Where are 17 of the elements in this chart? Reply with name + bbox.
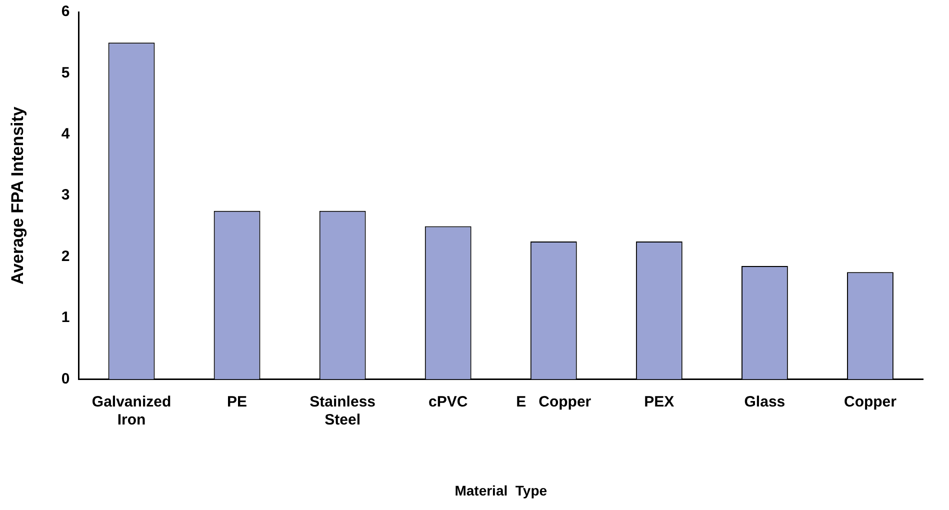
x-tick-label: cPVC [428, 393, 468, 410]
y-tick-label: 1 [61, 309, 70, 326]
y-tick-label: 4 [61, 126, 70, 143]
y-tick-label: 2 [61, 248, 70, 265]
x-axis-title: Material Type [454, 482, 548, 498]
y-tick-label: 5 [61, 64, 70, 82]
x-tick-label: E Copper [516, 393, 592, 410]
y-tick-label: 6 [61, 3, 70, 20]
x-tick-label: Glass [744, 393, 786, 410]
x-tick-label: PE [227, 393, 248, 410]
x-tick-label: Copper [844, 393, 897, 410]
y-tick-label: 3 [61, 186, 70, 204]
y-axis-title: Average FPA Intensity [8, 106, 27, 285]
y-tick-label: 0 [61, 370, 70, 388]
x-tick-label: PEX [644, 393, 674, 410]
x-tick-label: Galvanized Iron [92, 393, 172, 428]
x-tick-label: Stainless Steel [310, 393, 376, 428]
